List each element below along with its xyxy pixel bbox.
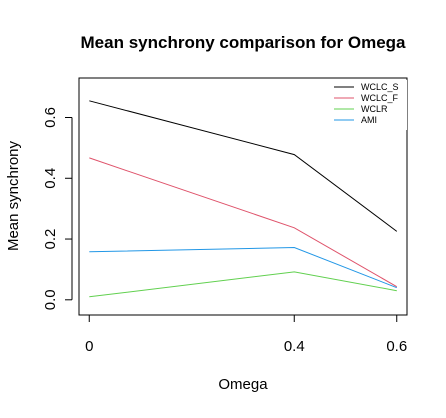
plot-frame-rect xyxy=(78,77,408,316)
x-tick-label: 0 xyxy=(85,338,93,355)
plot-frame xyxy=(78,77,408,316)
y-tick-label: 0.6 xyxy=(42,107,59,128)
x-tick-label: 0.6 xyxy=(386,338,407,355)
legend-label: AMI xyxy=(361,115,377,125)
series-line-ami xyxy=(89,246,397,289)
x-tick-label: 0.4 xyxy=(284,338,305,355)
chart-title: Mean synchrony comparison for Omega xyxy=(81,33,407,52)
series-lines xyxy=(89,100,398,298)
series-line-wclc-f xyxy=(89,157,398,288)
y-tick-label: 0.2 xyxy=(42,229,59,250)
x-axis-label: Omega xyxy=(218,376,268,393)
legend-label: WCLR xyxy=(361,104,388,114)
legend-box xyxy=(328,80,407,130)
axes: 0 0.4 0.6 0.0 0.2 0.4 0.6 xyxy=(42,107,407,355)
y-tick-label: 0.0 xyxy=(42,289,59,310)
series-line-wclc-s xyxy=(89,100,398,232)
y-axis-label: Mean synchrony xyxy=(5,140,22,251)
series-line-wclr xyxy=(89,271,397,298)
legend-label: WCLC_S xyxy=(361,82,399,92)
y-tick-label: 0.4 xyxy=(42,168,59,189)
legend-label: WCLC_F xyxy=(361,93,399,103)
